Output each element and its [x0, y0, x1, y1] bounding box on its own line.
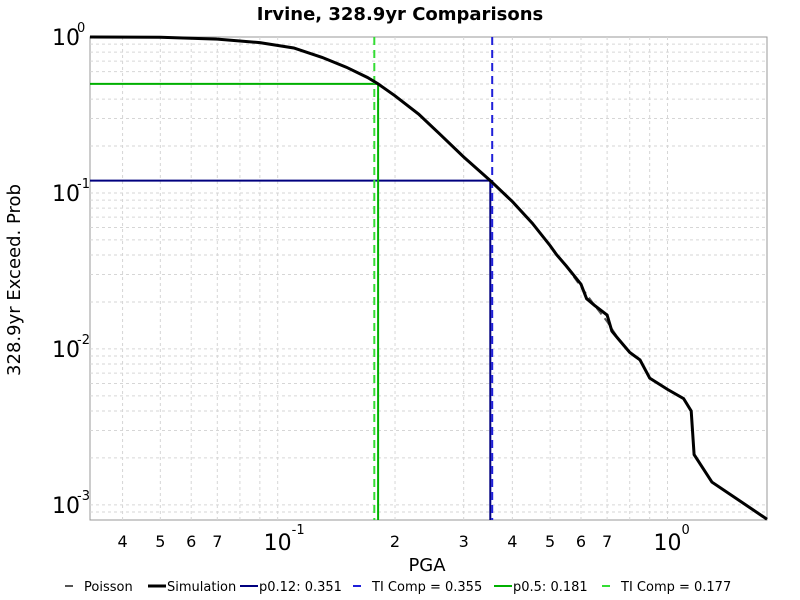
legend-label: TI Comp = 0.355 [371, 580, 482, 595]
x-tick-label: 2 [390, 532, 400, 551]
y-tick-label: 10 [52, 26, 80, 51]
x-tick-exponent: 0 [681, 523, 689, 538]
x-tick-label: 5 [545, 532, 555, 551]
y-tick-exponent: 0 [77, 21, 85, 36]
x-tick-label: 3 [459, 532, 469, 551]
x-tick-exponent: -1 [292, 523, 305, 538]
series-layer [89, 35, 768, 521]
legend-label: Poisson [84, 580, 133, 595]
y-tick-label: 10 [52, 338, 80, 363]
x-tick-label: 7 [602, 532, 612, 551]
y-axis-label: 328.9yr Exceed. Prob [4, 184, 25, 376]
x-tick-label: 5 [155, 532, 165, 551]
plot-area [89, 36, 768, 521]
series-line-simulation [89, 35, 768, 521]
x-tick-label: 6 [576, 532, 586, 551]
chart-title: Irvine, 328.9yr Comparisons [257, 4, 543, 25]
y-tick-label: 10 [52, 182, 80, 207]
x-tick-label: 4 [507, 532, 517, 551]
x-tick-label: 10 [264, 531, 292, 556]
legend: Poisson Simulation p0.12: 0.351 TI Comp = 0… [65, 580, 731, 595]
legend-label: TI Comp = 0.177 [620, 580, 731, 595]
legend-label: Simulation [167, 580, 236, 595]
legend-label: p0.12: 0.351 [259, 580, 342, 595]
y-tick-label: 10 [52, 494, 80, 519]
y-tick-exponent: -1 [77, 177, 90, 192]
x-axis-label: PGA [408, 555, 446, 576]
x-tick-label: 7 [212, 532, 222, 551]
y-tick-exponent: -2 [77, 333, 90, 348]
x-tick-label: 4 [117, 532, 127, 551]
grid [90, 37, 767, 520]
x-tick-label: 10 [653, 531, 681, 556]
x-tick-label: 6 [186, 532, 196, 551]
y-tick-exponent: -3 [77, 489, 90, 504]
legend-label: p0.5: 0.181 [513, 580, 588, 595]
